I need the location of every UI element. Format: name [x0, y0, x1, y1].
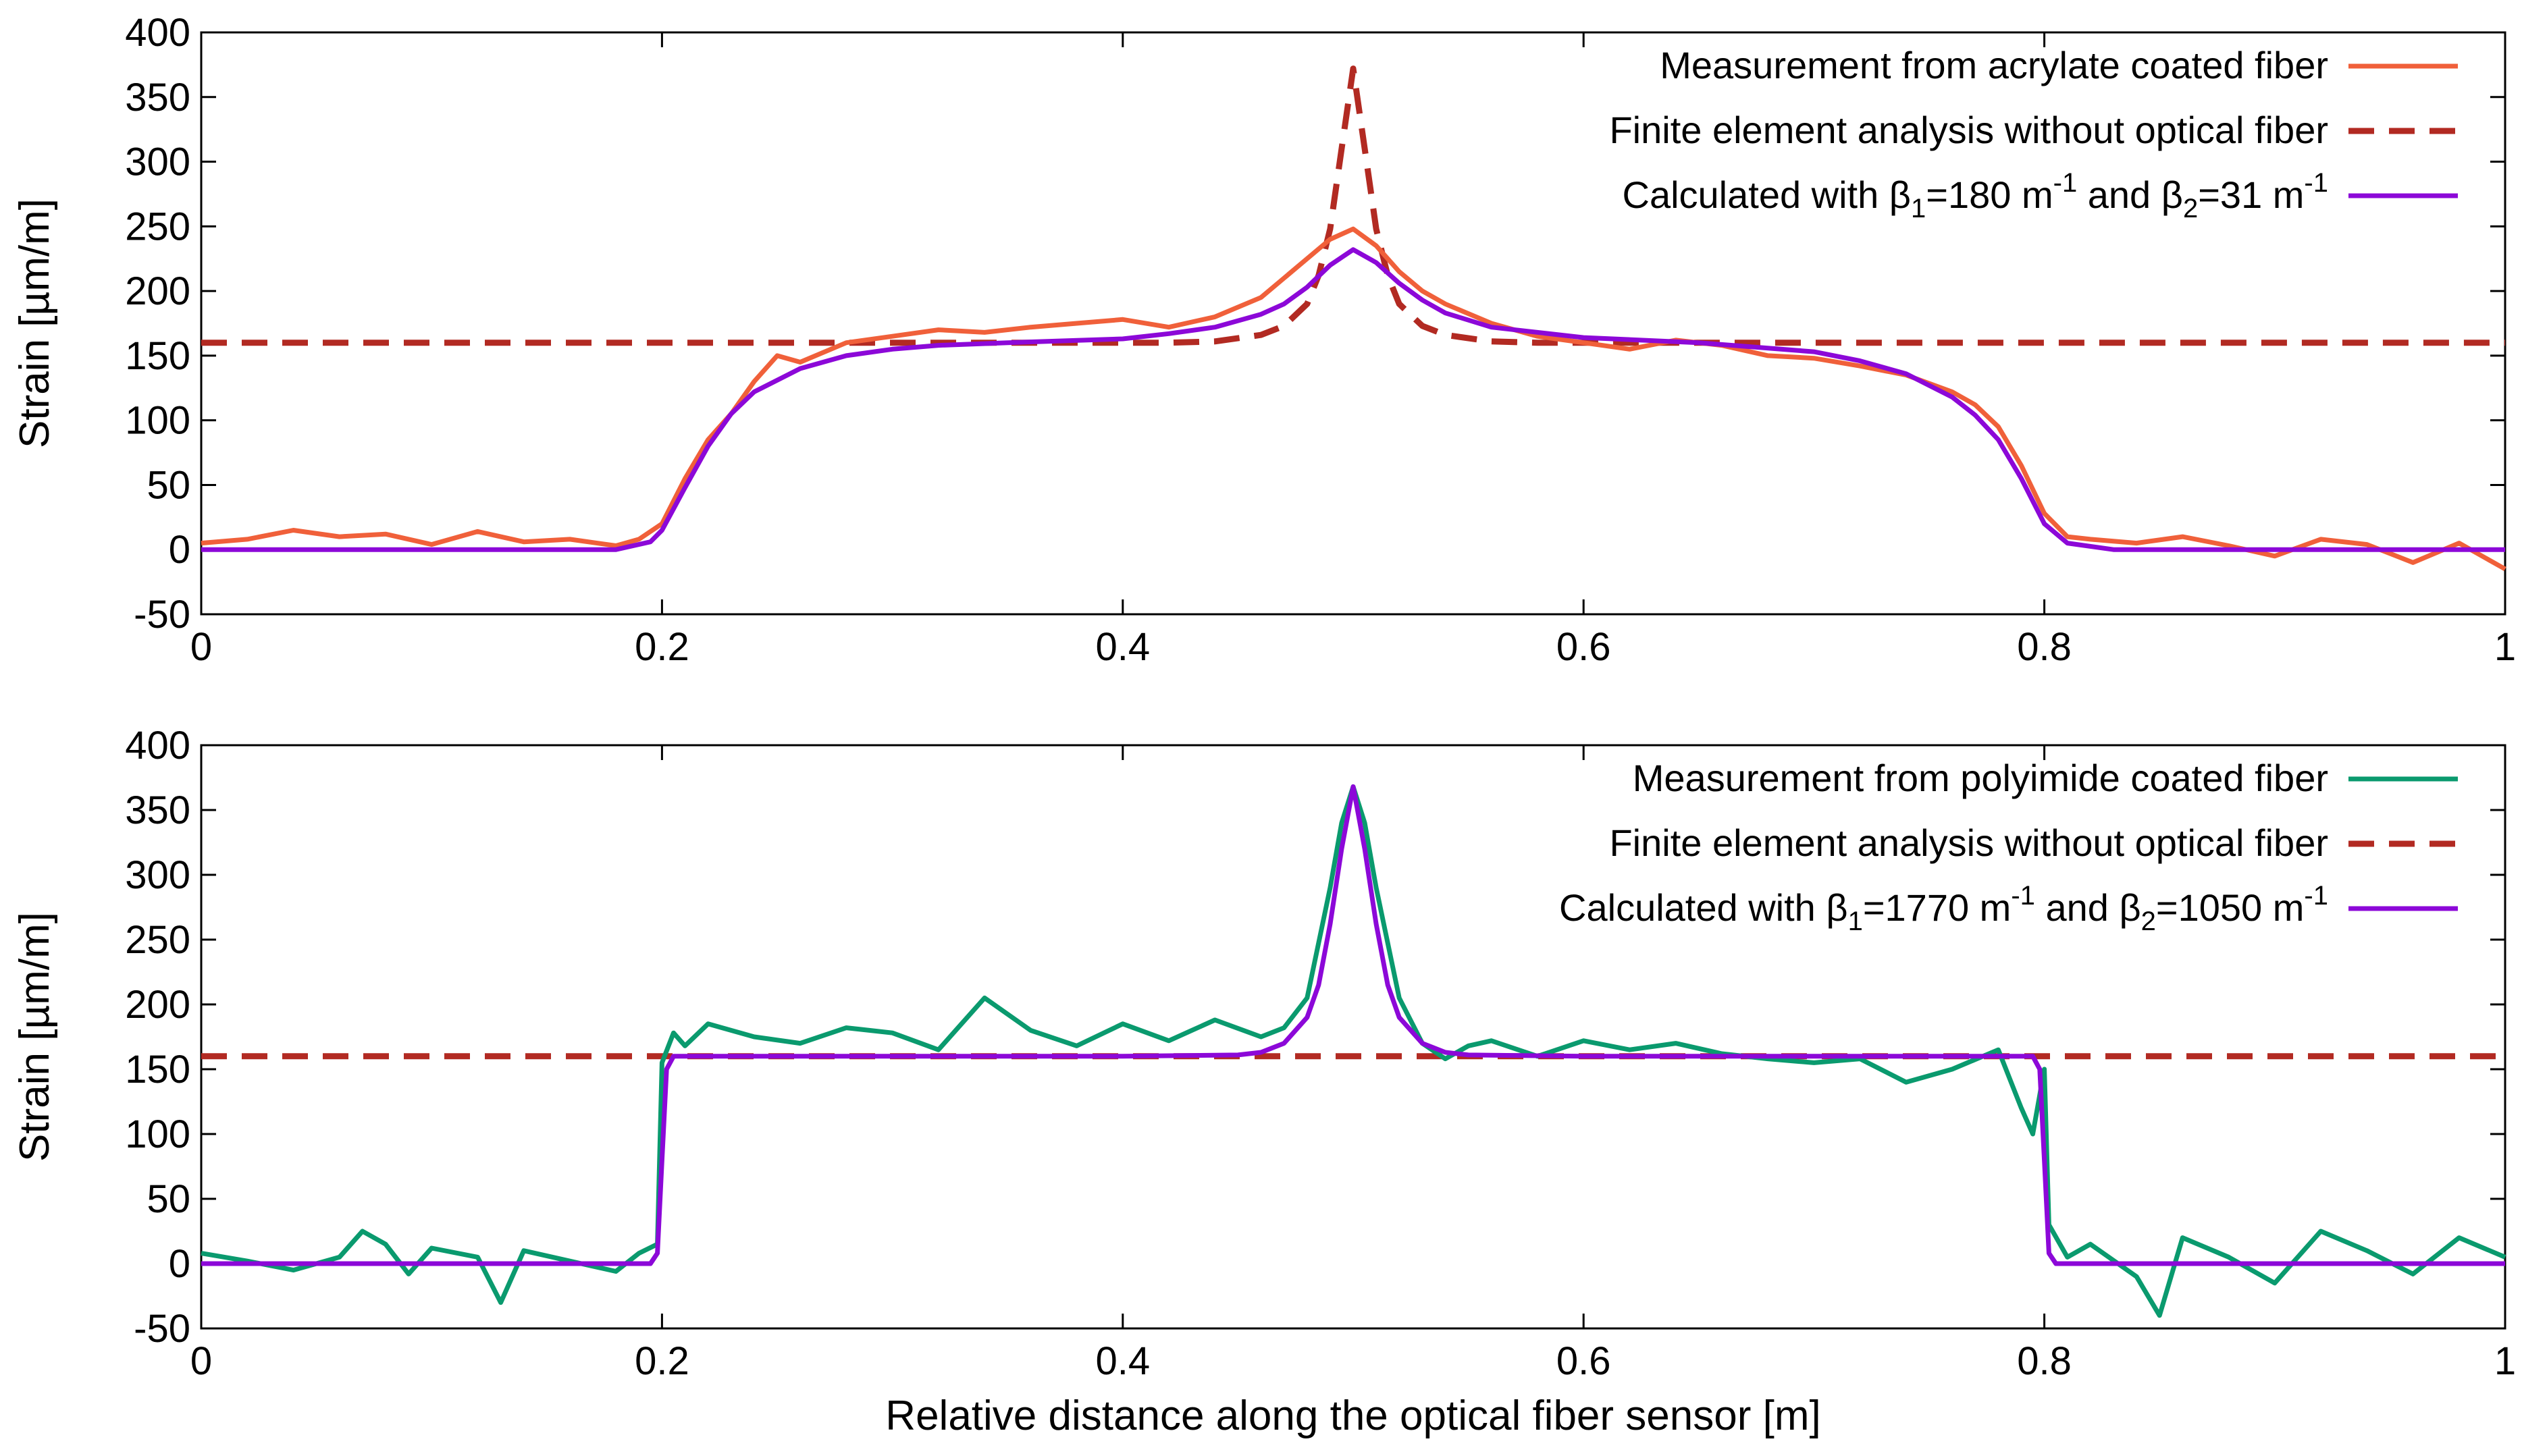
- y-tick-label: 50: [147, 1177, 190, 1221]
- x-tick-label: 0.8: [2017, 1339, 2072, 1383]
- x-tick-label: 0: [190, 1339, 212, 1383]
- y-tick-label: 50: [147, 463, 190, 507]
- y-tick-label: -50: [134, 1307, 190, 1351]
- y-tick-label: 300: [125, 853, 190, 897]
- series-line-1: [201, 65, 2505, 346]
- x-tick-label: 0.4: [1095, 625, 1150, 669]
- series-line-0: [201, 226, 2506, 572]
- legend-label: Calculated with β1=1770 m-1 and β2=1050 …: [1559, 881, 2328, 936]
- plot-frame: [200, 31, 2506, 616]
- y-tick-label: 150: [125, 1048, 190, 1091]
- legend-label: Finite element analysis without optical …: [1609, 109, 2328, 151]
- y-tick-label: 200: [125, 269, 190, 313]
- y-axis-title: Strain [µm/m]: [11, 198, 58, 448]
- x-tick-label: 0.2: [635, 1339, 689, 1383]
- x-tick-label: 0.8: [2017, 625, 2072, 669]
- legend-label: Finite element analysis without optical …: [1609, 821, 2328, 864]
- y-tick-label: 250: [125, 918, 190, 962]
- legend-label: Calculated with β1=180 m-1 and β2=31 m-1: [1623, 168, 2329, 223]
- y-tick-label: 150: [125, 334, 190, 378]
- plot-frame: [200, 744, 2506, 1330]
- y-tick-label: 100: [125, 399, 190, 443]
- y-tick-label: 200: [125, 983, 190, 1027]
- x-tick-label: 0.6: [1556, 1339, 1611, 1383]
- legend-label: Measurement from acrylate coated fiber: [1660, 44, 2328, 86]
- series-line-2: [201, 247, 2505, 552]
- x-tick-label: 0.4: [1095, 1339, 1150, 1383]
- y-tick-label: 0: [169, 528, 190, 572]
- y-axis-title: Strain [µm/m]: [11, 912, 58, 1162]
- x-axis-title: Relative distance along the optical fibe…: [885, 1393, 1820, 1439]
- x-tick-label: 1: [2494, 625, 2516, 669]
- series-line-0: [201, 784, 2506, 1318]
- y-tick-label: 100: [125, 1112, 190, 1156]
- x-tick-label: 0.2: [635, 625, 689, 669]
- y-tick-label: 0: [169, 1242, 190, 1286]
- y-tick-label: 350: [125, 788, 190, 832]
- x-tick-label: 0: [190, 625, 212, 669]
- x-tick-label: 1: [2494, 1339, 2516, 1383]
- y-tick-label: 250: [125, 205, 190, 248]
- y-tick-label: 400: [125, 724, 190, 767]
- y-tick-label: 350: [125, 76, 190, 119]
- y-tick-label: -50: [134, 593, 190, 637]
- series-line-2: [201, 784, 2505, 1266]
- legend-label: Measurement from polyimide coated fiber: [1633, 757, 2328, 799]
- y-tick-label: 300: [125, 140, 190, 184]
- x-tick-label: 0.6: [1556, 625, 1611, 669]
- y-tick-label: 400: [125, 11, 190, 55]
